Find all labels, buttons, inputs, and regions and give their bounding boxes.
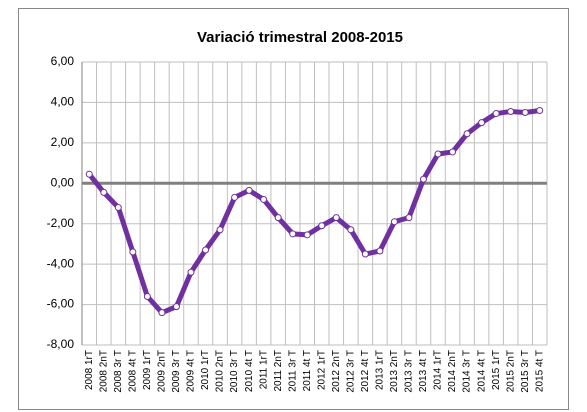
data-point: [274, 214, 282, 222]
y-tick-label: -8,00: [47, 337, 75, 351]
data-point: [536, 107, 544, 115]
data-point: [187, 268, 195, 276]
x-tick-label: 2014 3r T: [462, 350, 473, 393]
data-point: [449, 148, 457, 156]
data-point: [478, 119, 486, 127]
data-point: [419, 175, 427, 183]
data-point: [405, 214, 413, 222]
y-tick-label: -6,00: [47, 297, 75, 311]
data-point: [434, 150, 442, 158]
data-point: [492, 110, 500, 118]
x-tick-label: 2010 4t T: [244, 350, 255, 392]
data-point: [114, 204, 122, 212]
data-point: [172, 303, 180, 311]
data-point: [231, 193, 239, 201]
y-tick-label: -2,00: [47, 216, 75, 230]
data-point: [361, 250, 369, 258]
x-tick-label: 2009 3r T: [171, 350, 182, 393]
data-point: [143, 292, 151, 300]
x-tick-label: 2009 1rT: [142, 350, 153, 390]
data-point: [507, 108, 515, 116]
data-point: [521, 109, 529, 117]
x-tick-label: 2014 2nT: [447, 350, 458, 392]
x-tick-label: 2008 4t T: [128, 350, 139, 392]
x-tick-label: 2014 1rT: [433, 350, 444, 390]
y-tick-label: -4,00: [47, 256, 75, 270]
x-tick-label: 2011 3r T: [287, 350, 298, 392]
x-tick-label: 2008 1rT: [84, 350, 95, 390]
y-tick-label: 2,00: [51, 135, 75, 149]
x-tick-label: 2010 3r T: [229, 350, 240, 393]
data-point: [347, 226, 355, 234]
x-tick-label: 2013 3r T: [404, 350, 415, 393]
x-tick-label: 2011 2nT: [273, 350, 284, 392]
x-tick-label: 2012 1rT: [316, 350, 327, 390]
y-tick-label: 4,00: [51, 95, 75, 109]
x-tick-label: 2010 2nT: [215, 350, 226, 392]
x-tick-label: 2013 1rT: [375, 350, 386, 390]
chart-border: [18, 8, 569, 410]
x-tick-label: 2009 2nT: [157, 350, 168, 392]
x-tick-label: 2008 2nT: [98, 350, 109, 392]
x-tick-label: 2011 1rT: [258, 350, 269, 389]
data-point: [245, 186, 253, 194]
x-tick-label: 2013 4t T: [418, 350, 429, 392]
data-point: [85, 170, 93, 178]
x-tick-label: 2011 4t T: [302, 350, 313, 391]
data-point: [303, 231, 311, 239]
data-point: [100, 188, 108, 196]
x-tick-label: 2015 3r T: [520, 350, 531, 393]
chart-title: Variació trimestral 2008-2015: [197, 29, 403, 46]
data-point: [260, 195, 268, 203]
data-point: [318, 222, 326, 230]
x-tick-label: 2012 4t T: [360, 350, 371, 392]
x-tick-label: 2008 3r T: [113, 350, 124, 393]
x-tick-label: 2013 2nT: [389, 350, 400, 392]
x-tick-label: 2015 4t T: [534, 350, 545, 392]
data-point: [390, 218, 398, 226]
data-point: [376, 247, 384, 255]
y-tick-label: 6,00: [51, 54, 75, 68]
x-tick-label: 2010 1rT: [200, 350, 211, 390]
x-tick-label: 2014 4t T: [476, 350, 487, 392]
data-point: [463, 130, 471, 138]
x-tick-label: 2009 4t T: [186, 350, 197, 392]
data-point: [158, 309, 166, 317]
x-tick-label: 2012 3r T: [345, 350, 356, 393]
x-tick-label: 2012 2nT: [331, 350, 342, 392]
x-tick-label: 2015 1rT: [491, 350, 502, 390]
data-point: [289, 230, 297, 238]
x-tick-label: 2015 2nT: [505, 350, 516, 392]
y-tick-label: 0,00: [51, 175, 75, 189]
data-point: [216, 226, 224, 234]
data-point: [332, 214, 340, 222]
data-point: [202, 246, 210, 254]
data-point: [129, 248, 137, 256]
